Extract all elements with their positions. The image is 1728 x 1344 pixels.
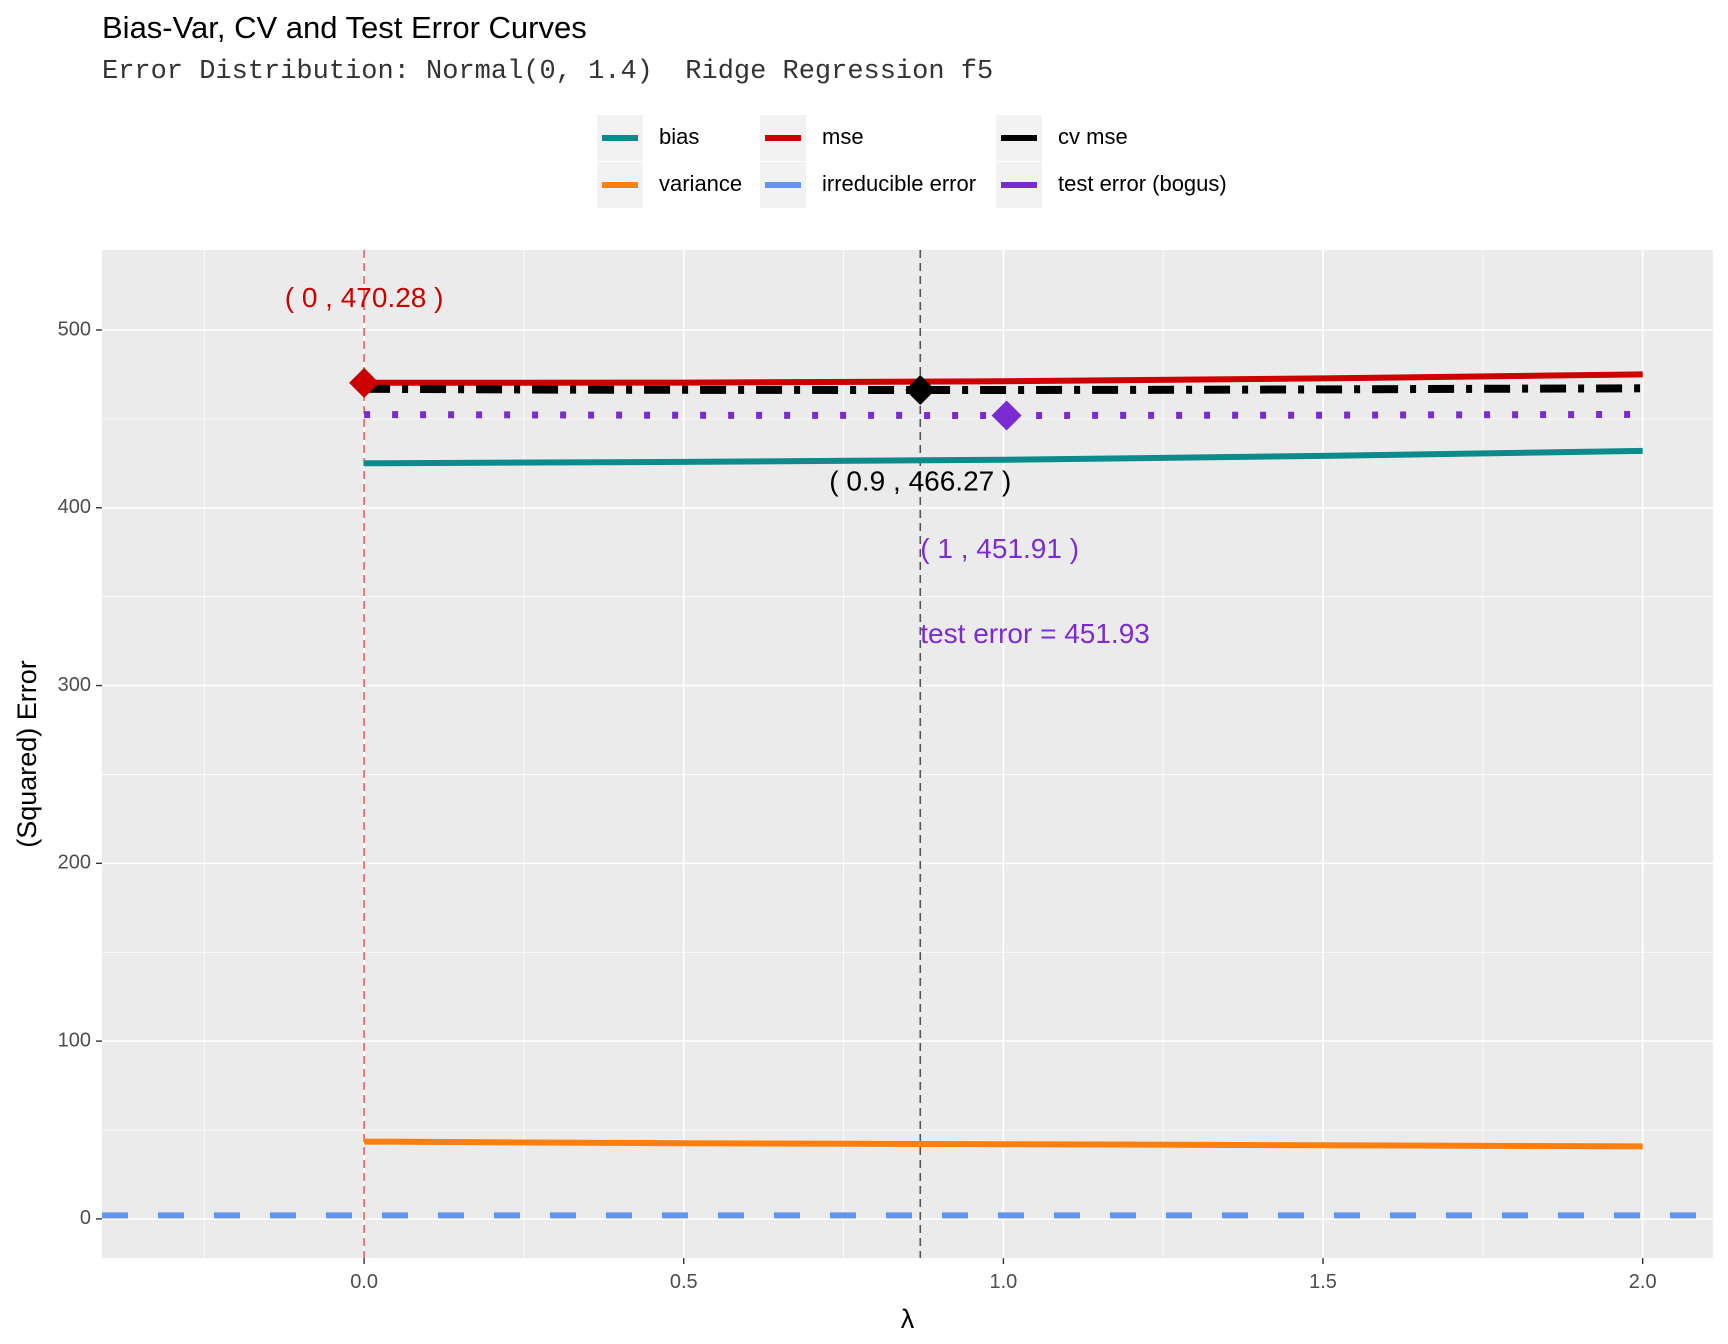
legend-label-cv-mse: cv mse bbox=[1058, 124, 1128, 149]
y-tick-label: 300 bbox=[58, 674, 91, 696]
chart-title: Bias-Var, CV and Test Error Curves bbox=[102, 10, 587, 45]
marker-0 bbox=[349, 367, 380, 398]
markers bbox=[349, 367, 1022, 431]
y-tick-label: 0 bbox=[80, 1207, 91, 1229]
legend-label-mse: mse bbox=[822, 124, 864, 149]
chart-subtitle: Error Distribution: Normal(0, 1.4) Ridge… bbox=[102, 57, 994, 87]
legend-label-variance: variance bbox=[659, 171, 742, 196]
legend-label-test-error-bogus: test error (bogus) bbox=[1058, 171, 1227, 196]
series-mse bbox=[364, 371, 1643, 386]
plot-panel bbox=[102, 250, 1713, 1258]
x-tick-label: 0.0 bbox=[350, 1271, 378, 1293]
series-bias bbox=[364, 447, 1643, 467]
legend-label-irreducible-error: irreducible error bbox=[822, 171, 976, 196]
marker-2 bbox=[991, 400, 1022, 431]
x-tick-label: 2.0 bbox=[1629, 1271, 1657, 1293]
y-tick-label: 500 bbox=[58, 318, 91, 340]
y-tick-label: 100 bbox=[58, 1029, 91, 1051]
annotation-0: ( 0 , 470.28 ) bbox=[285, 282, 444, 313]
annotation-3: test error = 451.93 bbox=[920, 618, 1150, 649]
x-axis-title: λ bbox=[901, 1304, 915, 1334]
x-tick-label: 1.5 bbox=[1309, 1271, 1337, 1293]
legend: bias variance mse irreducible error cv mse te… bbox=[597, 115, 1227, 208]
y-axis-title: (Squared) Error bbox=[12, 660, 42, 848]
x-tick-label: 1.0 bbox=[989, 1271, 1017, 1293]
series-test-error-bogus bbox=[364, 410, 1643, 420]
grid bbox=[102, 250, 1713, 1258]
series-variance bbox=[364, 1138, 1643, 1150]
axes: 0.0 0.5 1.0 1.5 2.0 0 100 200 300 400 500 λ (Squared… bbox=[12, 318, 1657, 1334]
annotations: ( 0 , 470.28 ) ( 0.9 , 466.27 ) ( 1 , 451.… bbox=[285, 282, 1150, 649]
marker-1 bbox=[905, 374, 936, 405]
vertical-reference-lines bbox=[363, 250, 922, 1258]
annotation-2: ( 1 , 451.91 ) bbox=[920, 533, 1079, 564]
y-tick-label: 400 bbox=[58, 496, 91, 518]
x-tick-label: 0.5 bbox=[670, 1271, 698, 1293]
annotation-1: ( 0.9 , 466.27 ) bbox=[829, 465, 1011, 496]
series-lines bbox=[102, 371, 1713, 1219]
y-tick-label: 200 bbox=[58, 852, 91, 874]
series-cv-mse bbox=[364, 384, 1643, 395]
legend-label-bias: bias bbox=[659, 124, 699, 149]
